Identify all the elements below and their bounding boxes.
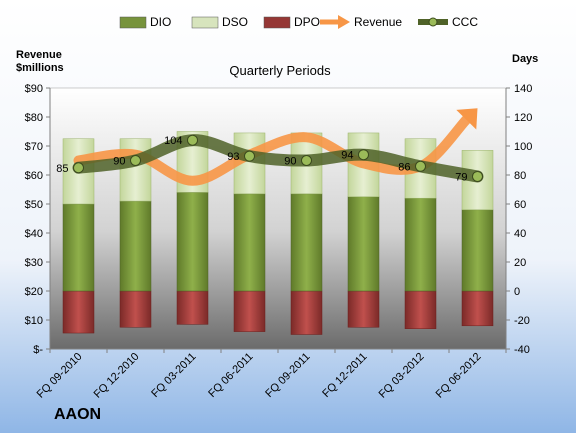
ccc-point bbox=[244, 150, 255, 162]
right-tick-label: 140 bbox=[514, 83, 532, 95]
chart-subtitle: Quarterly Periods bbox=[229, 63, 331, 78]
ccc-point bbox=[73, 162, 84, 174]
right-axis-title: Days bbox=[512, 53, 538, 65]
ccc-data-label: 86 bbox=[398, 161, 410, 173]
left-tick-label: $- bbox=[33, 344, 43, 356]
left-axis-title-line1: Revenue bbox=[16, 49, 62, 61]
left-axis-title-line2: $millions bbox=[16, 62, 64, 74]
dpo-bar bbox=[290, 290, 323, 335]
right-tick-label: 40 bbox=[514, 228, 526, 240]
legend-label: Revenue bbox=[354, 15, 402, 29]
legend-label: DIO bbox=[150, 15, 171, 29]
left-tick-label: $90 bbox=[25, 83, 43, 95]
ccc-data-label: 90 bbox=[284, 156, 296, 168]
legend-marker bbox=[428, 17, 438, 27]
dio-bar bbox=[233, 193, 266, 292]
ccc-data-label: 90 bbox=[113, 156, 125, 168]
left-tick-label: $50 bbox=[25, 199, 43, 211]
dio-bar bbox=[119, 200, 152, 292]
dio-bar bbox=[404, 197, 437, 292]
dio-bar bbox=[290, 193, 323, 292]
dpo-bar bbox=[461, 290, 494, 327]
ccc-data-label: 104 bbox=[164, 135, 182, 147]
legend-swatch bbox=[263, 16, 291, 29]
left-tick-label: $80 bbox=[25, 112, 43, 124]
ccc-layer: 85 90 104 93 90 94 86 79 bbox=[56, 134, 484, 183]
plot-area bbox=[49, 87, 507, 350]
right-tick-label: -20 bbox=[514, 315, 530, 327]
right-tick-label: 100 bbox=[514, 141, 532, 153]
right-tick-label: 120 bbox=[514, 112, 532, 124]
left-tick-label: $30 bbox=[25, 257, 43, 269]
company-name: AAON bbox=[54, 406, 101, 423]
dio-bar bbox=[176, 192, 209, 292]
ccc-data-label: 94 bbox=[341, 150, 353, 162]
ccc-point bbox=[187, 134, 198, 146]
legend-swatch bbox=[119, 16, 147, 29]
left-tick-label: $60 bbox=[25, 170, 43, 182]
ccc-point bbox=[301, 155, 312, 166]
legend-arrow-head bbox=[338, 15, 350, 29]
dio-bar bbox=[347, 196, 380, 292]
right-tick-label: 0 bbox=[514, 286, 520, 298]
revenue-arrowhead bbox=[456, 108, 478, 130]
left-tick-label: $20 bbox=[25, 286, 43, 298]
right-tick-label: 60 bbox=[514, 199, 526, 211]
ccc-data-label: 85 bbox=[56, 163, 68, 175]
left-tick-label: $10 bbox=[25, 315, 43, 327]
right-tick-label: -40 bbox=[514, 344, 530, 356]
ccc-data-label: 93 bbox=[227, 151, 239, 163]
dpo-bar bbox=[176, 290, 209, 325]
legend-swatch bbox=[191, 16, 219, 29]
dio-bar bbox=[62, 203, 95, 292]
dpo-bar bbox=[233, 290, 266, 332]
ccc-data-label: 79 bbox=[455, 171, 467, 183]
dpo-bar bbox=[347, 290, 380, 328]
right-tick-label: 80 bbox=[514, 170, 526, 182]
dpo-bar bbox=[119, 290, 152, 328]
ccc-point bbox=[358, 149, 369, 161]
left-tick-label: $40 bbox=[25, 228, 43, 240]
legend-label: DPO bbox=[294, 15, 320, 29]
legend-label: DSO bbox=[222, 15, 248, 29]
ccc-point bbox=[130, 155, 141, 166]
left-tick-label: $70 bbox=[25, 141, 43, 153]
dpo-bar bbox=[62, 290, 95, 334]
dso-bar bbox=[119, 138, 152, 202]
dio-bar bbox=[461, 209, 494, 292]
ccc-point bbox=[415, 160, 426, 172]
right-tick-label: 20 bbox=[514, 257, 526, 269]
legend: DIO DSO DPO Revenue CCC bbox=[119, 15, 478, 29]
ccc-point bbox=[472, 170, 483, 182]
dpo-bar bbox=[404, 290, 437, 329]
legend-label: CCC bbox=[452, 15, 478, 29]
